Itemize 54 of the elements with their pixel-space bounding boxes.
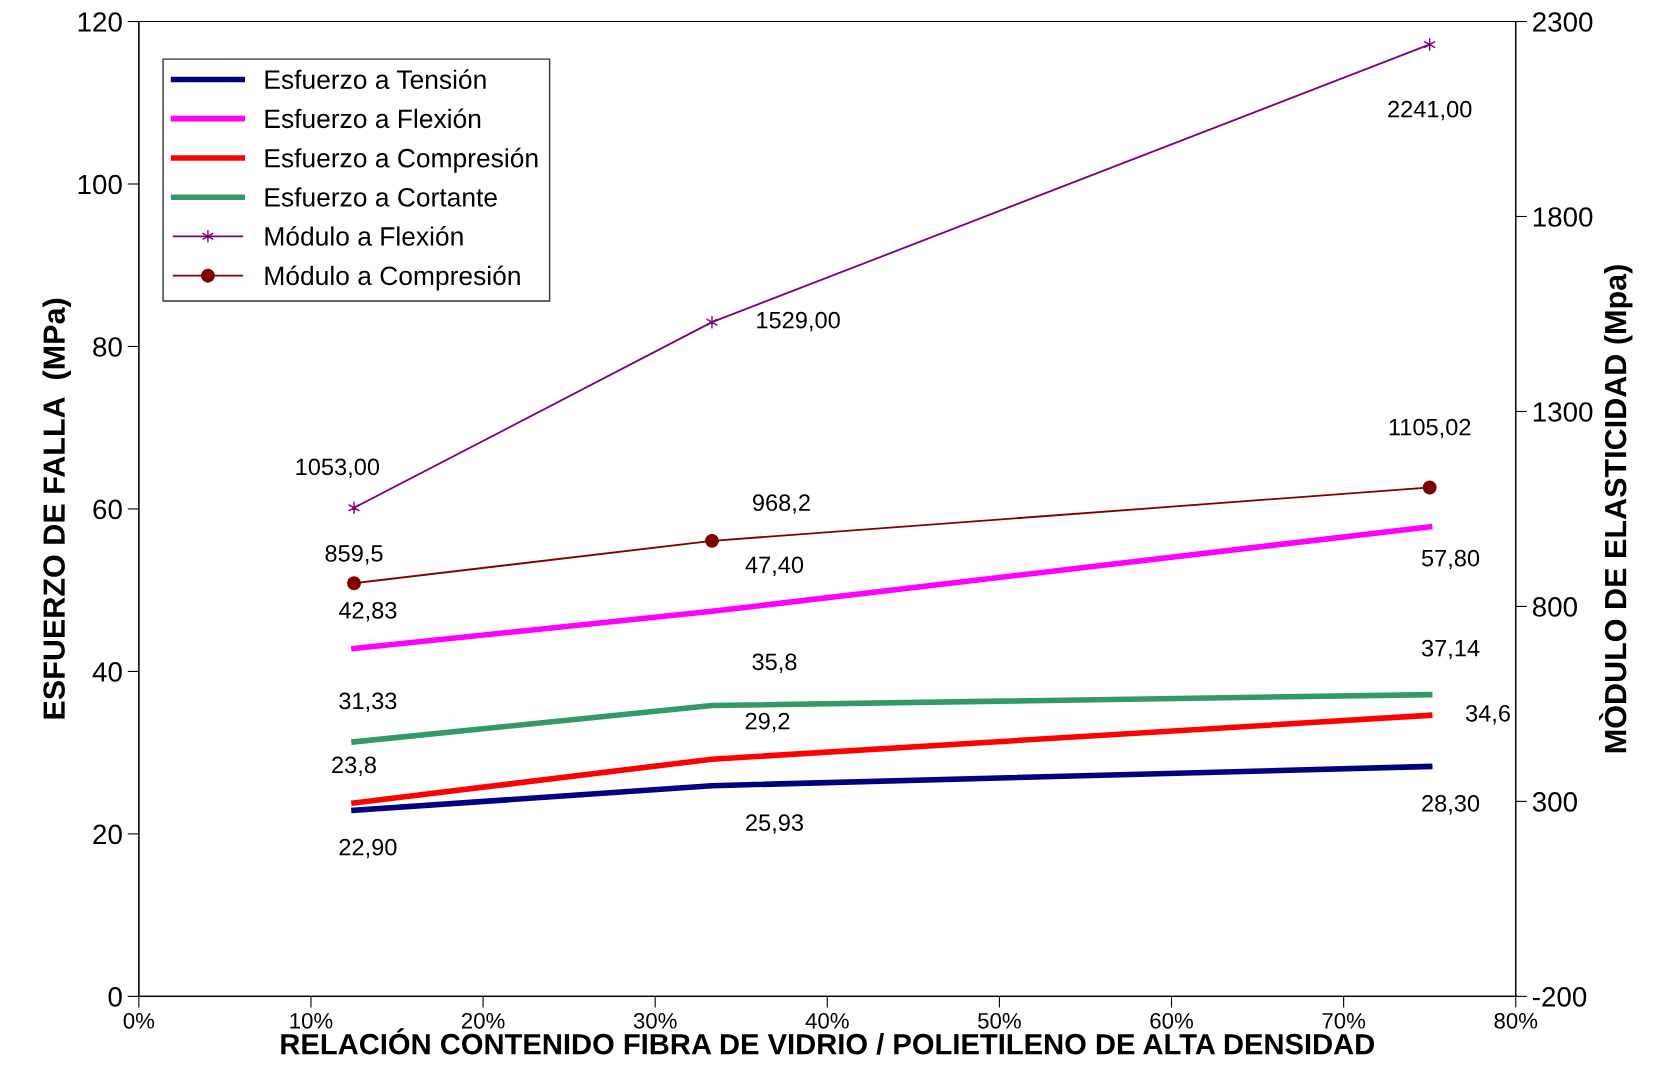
x-tick-label: 0%	[123, 1012, 155, 1029]
legend-label: Esfuerzo a Cortante	[265, 187, 497, 207]
y-tick-label: 0	[108, 987, 122, 1007]
data-label: 1105,02	[1389, 418, 1471, 439]
data-label: 1529,00	[757, 311, 840, 332]
y-axis-title: ESFUERZO DE FALLA (MPa)	[42, 298, 71, 719]
data-label: 859,5	[325, 545, 383, 565]
data-label: 35,8	[752, 653, 797, 673]
y-tick-label: 120	[78, 12, 122, 32]
y2-tick-label: 800	[1532, 597, 1577, 617]
data-label: 968,2	[753, 494, 810, 514]
point	[1422, 480, 1437, 495]
x-tick-label: 70%	[1322, 1012, 1366, 1029]
data-label: 1053,00	[296, 458, 380, 479]
x-tick-label: 10%	[290, 1012, 333, 1029]
legend-label: Módulo a Flexión	[265, 226, 463, 246]
legend-label: Esfuerzo a Tensión	[265, 69, 486, 90]
data-label: 47,40	[745, 556, 804, 576]
point	[705, 533, 719, 548]
data-label: 31,33	[339, 692, 397, 713]
data-label: 37,14	[1421, 639, 1480, 660]
y-tick-label: 100	[78, 174, 122, 195]
y2-tick-label: 1800	[1533, 207, 1593, 227]
point	[347, 576, 361, 591]
x-tick-label: 40%	[805, 1012, 849, 1029]
x-tick-label: 60%	[1150, 1012, 1193, 1029]
y-tick-label: 20	[93, 824, 122, 845]
data-label: 34,6	[1465, 704, 1510, 725]
x-tick-label: 30%	[633, 1012, 677, 1029]
y-tick-label: 60	[93, 499, 122, 520]
y2-tick-label: 2300	[1533, 12, 1593, 32]
point	[347, 500, 361, 515]
y-tick-label: 40	[92, 662, 122, 682]
y2-axis-title: MÒDULO DE ELASTICIDAD (Mpa)	[1599, 265, 1633, 753]
y2-tick-label: -200	[1532, 987, 1587, 1007]
x-tick-label: 80%	[1494, 1012, 1538, 1029]
x-axis-title: RELACIÓN CONTENIDO FIBRA DE VIDRIO / POLIETILENO DE ALTA DENSIDAD	[281, 1028, 1375, 1055]
y-tick-label: 80	[93, 337, 122, 357]
data-label: 22,90	[339, 838, 397, 859]
x-tick-label: 50%	[978, 1012, 1021, 1029]
y2-tick-label: 300	[1532, 792, 1577, 812]
point	[705, 315, 719, 330]
y2-tick-label: 1300	[1533, 402, 1593, 422]
data-label: 25,93	[746, 814, 803, 834]
x-tick-label: 20%	[461, 1012, 505, 1029]
legend-label: Esfuerzo a Flexión	[265, 108, 481, 129]
data-label: 57,80	[1421, 549, 1480, 570]
data-label: 29,2	[745, 712, 790, 733]
data-label: 42,83	[338, 601, 397, 622]
data-label: 23,8	[332, 756, 376, 777]
legend-label: Módulo a Compresión	[265, 265, 520, 291]
legend-label: Esfuerzo a Compresión	[265, 147, 538, 173]
data-label: 2241,00	[1388, 100, 1472, 121]
data-label: 28,30	[1422, 794, 1480, 815]
